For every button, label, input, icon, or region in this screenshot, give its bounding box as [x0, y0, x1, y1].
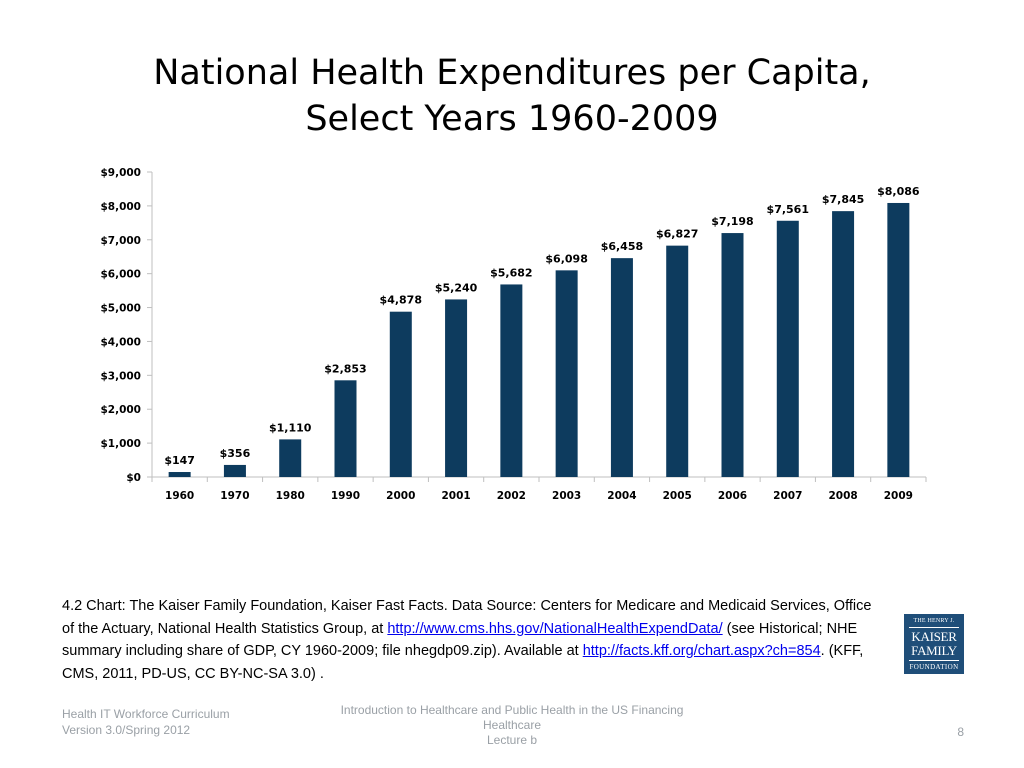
logo-line-1: THE HENRY J.	[913, 618, 955, 624]
y-tick-label: $0	[126, 472, 141, 484]
footer-left-line1: Health IT Workforce Curriculum	[62, 707, 230, 721]
y-tick-label: $4,000	[100, 336, 141, 348]
y-tick-label: $9,000	[100, 167, 141, 179]
page-number: 8	[957, 725, 964, 739]
x-tick-label: 2002	[497, 490, 526, 502]
y-tick-label: $5,000	[100, 303, 141, 315]
logo-line-4: FOUNDATION	[909, 663, 959, 671]
bar	[832, 211, 855, 477]
bar-chart: $0 $1,000 $2,000 $3,000 $4,000 $5,000 $6,000 $7…	[92, 160, 940, 510]
x-tick-label: 2004	[607, 490, 636, 502]
footer-left-line2: Version 3.0/Spring 2012	[62, 723, 191, 737]
bar	[223, 464, 246, 477]
data-label: $7,845	[822, 193, 864, 206]
y-tick-label: $6,000	[100, 269, 141, 281]
source-text-3: . (KFF, CMS, 2011, PD-US, CC BY-NC-SA 3.…	[62, 643, 864, 682]
bar	[666, 245, 689, 477]
data-label: $7,198	[711, 215, 753, 228]
bar	[389, 311, 412, 477]
slide-title-line2: Select Years 1960-2009	[305, 99, 719, 139]
x-tick-label: 1960	[165, 490, 194, 502]
bar	[279, 439, 302, 477]
source-text-2: (see Historical; NHE summary including s…	[62, 620, 858, 660]
data-label: $6,458	[601, 240, 643, 253]
x-tick-label: 2009	[884, 490, 913, 502]
x-tick-label: 2005	[663, 490, 692, 502]
y-tick-label: $2,000	[100, 404, 141, 416]
x-tick-label: 2007	[773, 490, 802, 502]
x-tick-label: 1990	[331, 490, 360, 502]
data-label: $147	[164, 454, 195, 467]
slide-title: National Health Expenditures per Capita,…	[0, 50, 1024, 142]
data-label: $6,827	[656, 228, 698, 241]
x-tick-label: 2001	[441, 490, 470, 502]
logo-rule	[909, 660, 959, 661]
kff-chart-link[interactable]: http://facts.kff.org/chart.aspx?ch=854	[582, 643, 821, 659]
bar	[500, 284, 523, 477]
data-label: $6,098	[545, 252, 587, 265]
data-label: $7,561	[767, 203, 809, 216]
footer-center-line1: Introduction to Healthcare and Public He…	[340, 703, 684, 717]
footer-center-line3: Lecture b	[486, 733, 538, 747]
bar	[334, 380, 357, 477]
y-tick-label: $1,000	[100, 438, 141, 450]
x-tick-label: 1970	[220, 490, 249, 502]
logo-line-3: FAMILY	[911, 643, 957, 658]
data-label: $8,086	[877, 185, 920, 198]
source-prefix: 4.2 Chart:	[62, 598, 130, 614]
x-tick-label: 2006	[718, 490, 747, 502]
data-label: $5,682	[490, 266, 532, 279]
data-label: $5,240	[435, 281, 478, 294]
data-label: $1,110	[269, 421, 312, 434]
data-label: $4,878	[380, 294, 422, 307]
data-label: $2,853	[324, 362, 366, 375]
bar	[721, 233, 744, 477]
y-tick-label: $7,000	[100, 235, 141, 247]
footer-curriculum: Health IT Workforce Curriculum Version 3…	[62, 706, 230, 738]
bar	[168, 472, 191, 477]
y-tick-label: $8,000	[100, 201, 141, 213]
logo-rule	[909, 627, 959, 628]
footer-center-line2: Healthcare	[482, 718, 542, 732]
cms-data-link[interactable]: http://www.cms.hhs.gov/NationalHealthExp…	[387, 620, 723, 637]
x-tick-label: 2003	[552, 490, 581, 502]
bar	[610, 258, 633, 477]
data-label: $356	[220, 447, 251, 460]
bar-chart-svg: $0 $1,000 $2,000 $3,000 $4,000 $5,000 $6,000 $7…	[100, 167, 927, 502]
x-tick-label: 2000	[386, 490, 415, 502]
bar	[776, 220, 799, 477]
bar	[555, 270, 578, 477]
source-note: 4.2 Chart: The Kaiser Family Foundation,…	[62, 595, 882, 685]
y-tick-label: $3,000	[100, 370, 141, 382]
logo-line-2: KAISER	[911, 629, 957, 644]
kaiser-family-foundation-logo: THE HENRY J. KAISER FAMILY FOUNDATION	[904, 614, 964, 674]
x-tick-label: 2008	[828, 490, 857, 502]
slide-title-line1: National Health Expenditures per Capita,	[153, 53, 871, 93]
footer-lecture: Introduction to Healthcare and Public He…	[300, 703, 724, 748]
bar	[887, 202, 910, 478]
bar	[445, 299, 468, 477]
source-text-1: The Kaiser Family Foundation, Kaiser Fas…	[62, 598, 872, 637]
x-tick-label: 1980	[276, 490, 305, 502]
